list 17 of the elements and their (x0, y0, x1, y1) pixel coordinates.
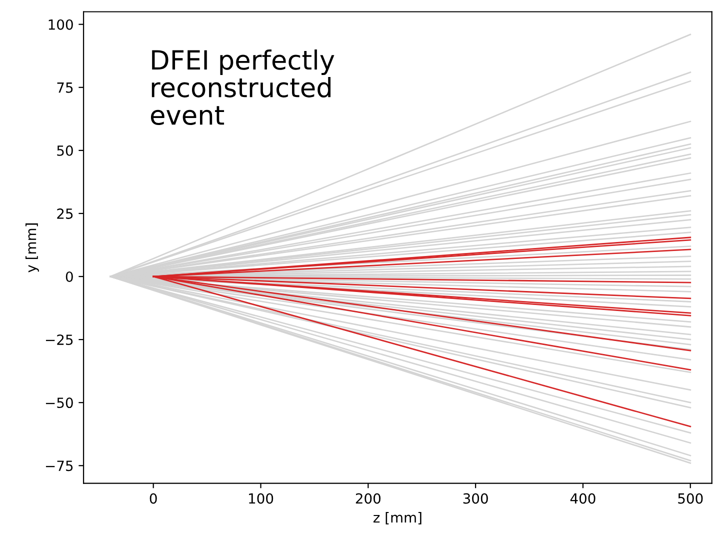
x-tick-label: 300 (463, 493, 488, 504)
y-tick-label: −75 (46, 460, 73, 472)
y-axis-title: y [mm] (26, 223, 39, 272)
x-tick-label: 500 (678, 493, 703, 504)
y-tick-label: −50 (46, 398, 73, 408)
y-tick-label: 50 (57, 145, 73, 156)
x-axis-title: z [mm] (373, 512, 422, 524)
y-tick-label: −25 (46, 334, 73, 346)
x-tick-label: 200 (356, 493, 380, 504)
y-tick-label: 100 (48, 19, 73, 30)
y-tick-label: 0 (66, 271, 73, 282)
x-tick-label: 400 (570, 493, 596, 504)
y-tick-label: 25 (57, 208, 73, 219)
annotation: DFEI perfectly reconstructed event (150, 49, 334, 125)
x-tick-label: 0 (150, 493, 157, 504)
y-tick-label: 75 (57, 82, 73, 93)
x-tick-label: 100 (249, 493, 274, 504)
